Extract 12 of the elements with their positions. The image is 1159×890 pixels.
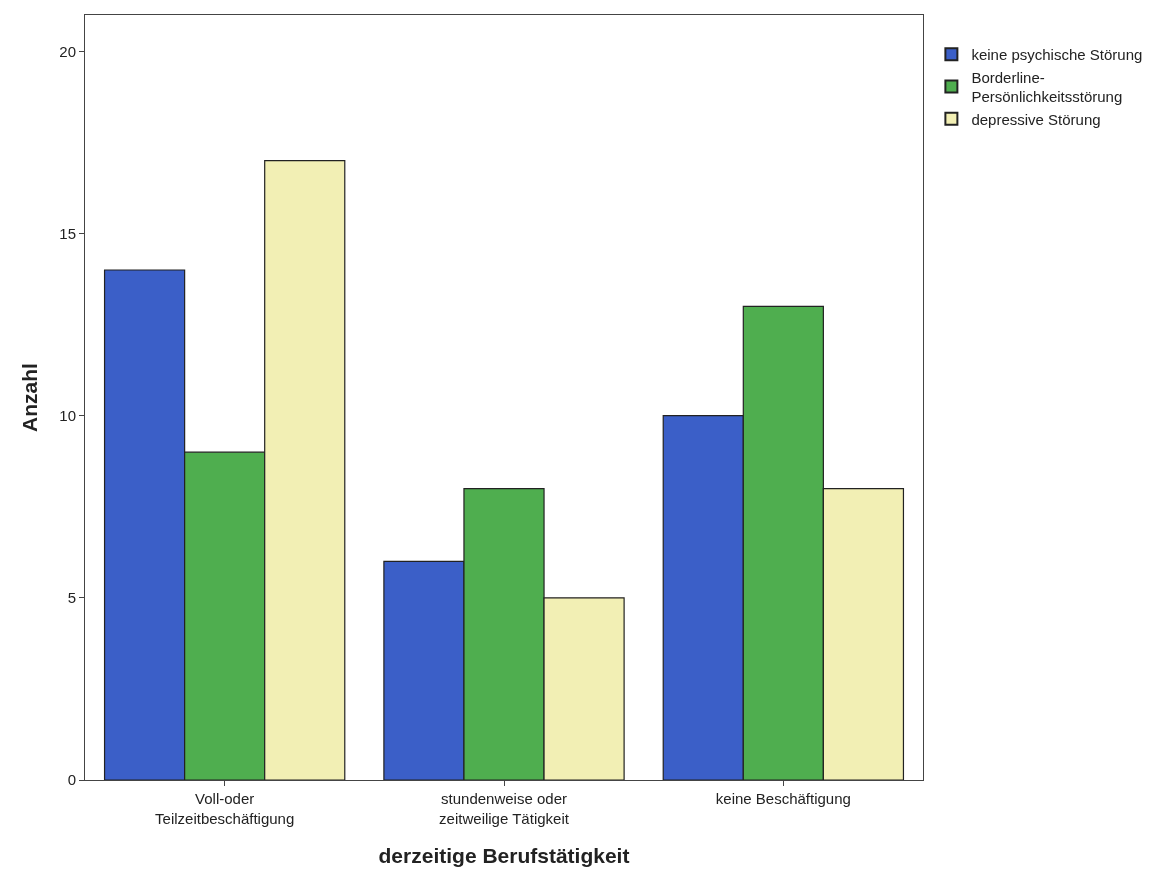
x-tick-label: keine Beschäftigung — [715, 790, 851, 807]
x-tick-label: stundenweise oder zeitweilige Tätigkeit — [439, 790, 570, 827]
y-tick-label: 5 — [67, 589, 76, 607]
y-axis-title: Anzahl — [18, 363, 42, 432]
legend-label: keine psychische Störung — [971, 46, 1143, 64]
y-tick-label: 0 — [67, 771, 76, 789]
y-tick-label: 15 — [59, 224, 76, 242]
y-tick-label: 20 — [59, 42, 76, 60]
y-tick-label: 10 — [59, 406, 76, 424]
legend-label: depressive Störung — [971, 110, 1101, 128]
x-axis-title: derzeitige Berufstätigkeit — [378, 843, 630, 867]
x-tick-label: Voll-oder Teilzeitbeschäftigung — [155, 790, 295, 827]
